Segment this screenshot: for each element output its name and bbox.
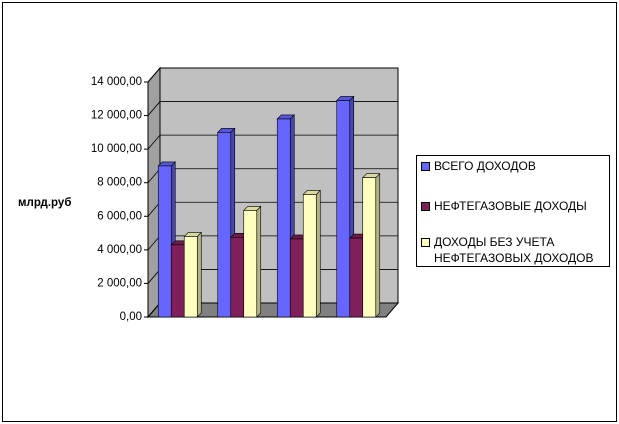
legend: ВСЕГО ДОХОДОВ НЕФТЕГАЗОВЫЕ ДОХОДЫ ДОХОДЫ Б… [416, 155, 610, 267]
bar [362, 177, 377, 318]
bar [336, 100, 351, 318]
bar [157, 165, 172, 318]
legend-swatch [421, 202, 430, 211]
legend-entry: НЕФТЕГАЗОВЫЕ ДОХОДЫ [421, 198, 607, 214]
y-tick-label: 4 000,00 [97, 244, 142, 256]
bar [170, 244, 185, 318]
bar [230, 236, 245, 318]
bar-side [196, 231, 202, 318]
bar [289, 238, 304, 318]
bar [183, 236, 198, 318]
legend-swatch [421, 238, 430, 247]
y-tick-label: 8 000,00 [97, 177, 142, 189]
legend-label: ВСЕГО ДОХОДОВ [434, 159, 536, 173]
y-tick-label: 14 000,00 [91, 76, 142, 88]
y-tick-label: 12 000,00 [91, 110, 142, 122]
bar-side [375, 172, 381, 318]
legend-entry: ВСЕГО ДОХОДОВ [421, 158, 607, 174]
bar-side [315, 189, 321, 318]
bar-side [256, 205, 262, 318]
y-tick-label: 6 000,00 [97, 210, 142, 222]
y-tick-label: 10 000,00 [91, 143, 142, 155]
y-tick-label: 0,00 [120, 311, 142, 323]
legend-swatch [421, 162, 430, 171]
legend-label: ДОХОДЫ БЕЗ УЧЕТА НЕФТЕГАЗОВЫХ ДОХОДОВ [434, 235, 594, 265]
bar [217, 132, 232, 318]
grid-line [147, 67, 398, 83]
bar [302, 194, 317, 318]
bar [243, 210, 258, 318]
legend-entry: ДОХОДЫ БЕЗ УЧЕТА НЕФТЕГАЗОВЫХ ДОХОДОВ [421, 234, 607, 266]
legend-label: НЕФТЕГАЗОВЫЕ ДОХОДЫ [434, 199, 587, 213]
bar [349, 237, 364, 318]
grid-line [147, 134, 398, 150]
grid-line [147, 101, 398, 116]
bar [276, 118, 291, 318]
y-tick-label: 2 000,00 [97, 277, 142, 289]
y-axis-label: млрд.руб [18, 197, 71, 209]
